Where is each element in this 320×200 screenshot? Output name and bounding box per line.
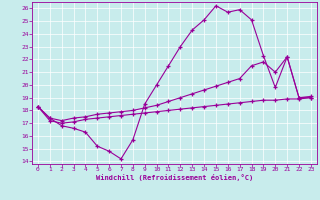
- X-axis label: Windchill (Refroidissement éolien,°C): Windchill (Refroidissement éolien,°C): [96, 174, 253, 181]
